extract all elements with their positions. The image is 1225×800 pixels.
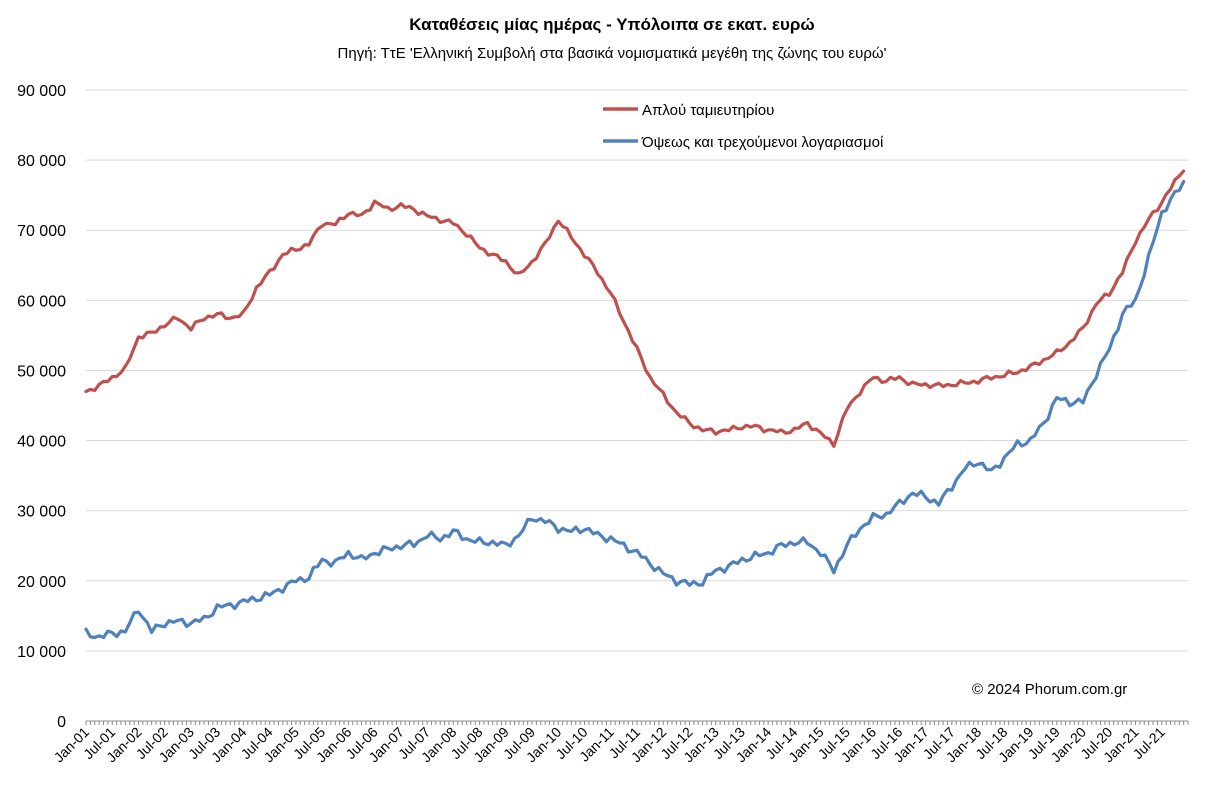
series-line-1	[84, 179, 1186, 639]
gridlines	[86, 89, 1188, 652]
y-tick-label-20000: 20 000	[17, 574, 66, 591]
y-tick-label-90000: 90 000	[17, 83, 66, 100]
copyright-note: © 2024 Phorum.com.gr	[972, 681, 1127, 698]
y-tick-label-60000: 60 000	[17, 293, 66, 310]
legend-label-sight-deposits: Όψεως και τρεχούμενοι λογαριασμοί	[641, 134, 884, 151]
series-lines	[84, 169, 1186, 639]
y-tick-label-50000: 50 000	[17, 363, 66, 380]
legend-label-savings: Απλού ταμιευτηρίου	[642, 102, 774, 119]
chart-subtitle: Πηγή: ΤτΕ 'Ελληνική Συμβολή στα βασικά ν…	[338, 45, 887, 62]
y-axis-tick-labels: 0 10 000 20 000 30 000 40 000 50 000 60 000 70 …	[17, 83, 66, 731]
y-tick-label-40000: 40 000	[17, 434, 66, 451]
y-tick-label-70000: 70 000	[17, 223, 66, 240]
y-tick-label-0: 0	[57, 714, 66, 731]
legend: Απλού ταμιευτηρίου Όψεως και τρεχούμενοι…	[603, 102, 884, 151]
y-tick-label-80000: 80 000	[17, 153, 66, 170]
y-tick-label-10000: 10 000	[17, 644, 66, 661]
chart-title: Καταθέσεις μίας ημέρας - Υπόλοιπα σε εκα…	[409, 15, 815, 34]
x-axis: Jan-01Jul-01Jan-02Jul-02Jan-03Jul-03Jan-…	[51, 720, 1189, 765]
y-tick-label-30000: 30 000	[17, 504, 66, 521]
series-line-0	[84, 169, 1186, 448]
